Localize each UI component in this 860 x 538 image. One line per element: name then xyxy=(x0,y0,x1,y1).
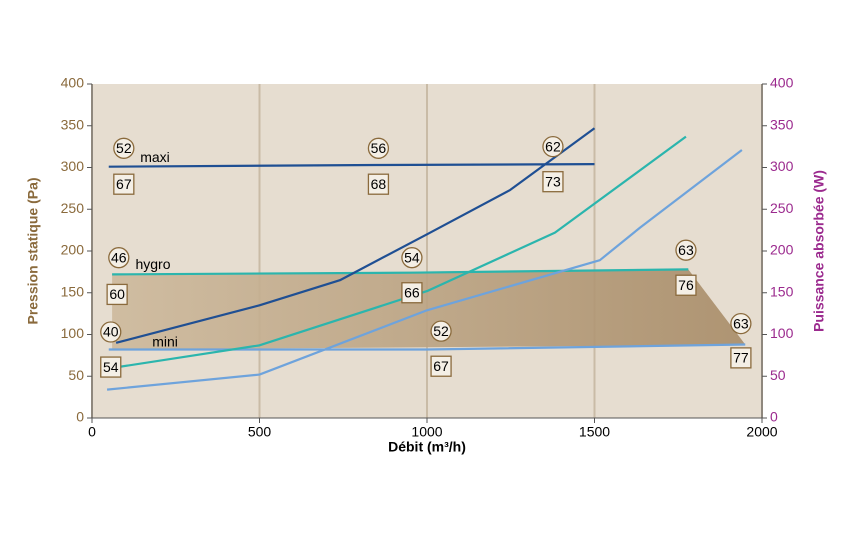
annotation-circle xyxy=(675,239,697,261)
annotation-box xyxy=(430,355,452,377)
annotation: 73 xyxy=(545,173,561,189)
line xyxy=(112,268,689,276)
y-tick-label: 350 xyxy=(61,116,85,132)
y-tick-label: 150 xyxy=(61,283,85,299)
y-axis-label: Pression statique (Pa) xyxy=(25,177,41,324)
annotation-box xyxy=(100,356,122,378)
annotation: 62 xyxy=(545,138,561,154)
line xyxy=(108,343,746,351)
annotation: 67 xyxy=(433,358,449,374)
annotation: 66 xyxy=(404,284,420,300)
annotation-circle xyxy=(730,312,752,335)
y2-tick-label: 150 xyxy=(770,283,794,299)
y2-tick-label: 0 xyxy=(770,409,778,425)
x-tick-label: 1000 xyxy=(411,424,442,440)
annotation: 40 xyxy=(103,324,119,340)
annotation-box xyxy=(367,173,390,195)
y-tick-label: 300 xyxy=(61,158,85,174)
y2-tick-label: 100 xyxy=(770,325,794,341)
annotation: 54 xyxy=(404,249,420,265)
annotation: mini xyxy=(152,334,178,350)
annotation: 52 xyxy=(433,323,449,339)
annotation-circle xyxy=(542,135,564,158)
y2-tick-label: 300 xyxy=(770,158,794,174)
annotation-box xyxy=(542,171,564,193)
line xyxy=(106,135,687,370)
annotation-box xyxy=(113,173,135,195)
annotation-circle xyxy=(108,247,130,269)
annotation-circle xyxy=(430,320,452,342)
annotation-box xyxy=(401,282,423,304)
x-tick-label: 2000 xyxy=(746,424,777,440)
y-tick-label: 0 xyxy=(76,409,84,425)
y2-axis-label: Puissance absorbée (W) xyxy=(811,170,827,332)
annotation-circle xyxy=(401,247,423,269)
y-tick-label: 200 xyxy=(61,242,85,258)
line xyxy=(108,163,595,168)
y-tick-label: 250 xyxy=(61,200,85,216)
annotation-box xyxy=(730,347,752,369)
annotation: 76 xyxy=(678,277,694,293)
y2-tick-label: 350 xyxy=(770,116,794,132)
x-axis-label: Débit (m³/h) xyxy=(388,439,466,455)
line xyxy=(115,127,596,344)
x-tick-label: 0 xyxy=(88,424,96,440)
annotation: 67 xyxy=(116,176,132,192)
y2-tick-label: 250 xyxy=(770,200,794,216)
annotation: 68 xyxy=(371,176,387,192)
y2-tick-label: 400 xyxy=(770,75,794,91)
annotation-box xyxy=(675,274,697,296)
annotation: 63 xyxy=(733,315,749,331)
annotation-circle xyxy=(100,321,122,343)
annotation-circle xyxy=(113,137,135,159)
y-tick-label: 400 xyxy=(61,75,85,91)
annotation-circle xyxy=(367,137,390,159)
x-tick-label: 1500 xyxy=(579,424,610,440)
annotation: 46 xyxy=(111,249,127,265)
annotation: 60 xyxy=(109,286,125,302)
x-tick-label: 500 xyxy=(248,424,272,440)
annotation-box xyxy=(106,283,128,306)
annotation: 63 xyxy=(678,242,694,258)
annotation: 77 xyxy=(733,350,749,366)
line xyxy=(106,149,743,391)
y2-tick-label: 200 xyxy=(770,242,794,258)
annotation: 52 xyxy=(116,140,132,156)
annotation: 54 xyxy=(103,359,119,375)
y-tick-label: 50 xyxy=(68,367,84,383)
y2-tick-label: 50 xyxy=(770,367,786,383)
annotation: hygro xyxy=(135,256,170,272)
annotation: maxi xyxy=(140,149,170,165)
annotation: 56 xyxy=(371,140,387,156)
y-tick-label: 100 xyxy=(61,325,85,341)
